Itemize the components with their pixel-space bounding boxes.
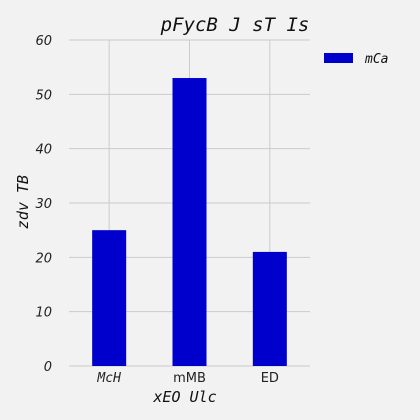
y-tick-label: 60 [35,34,52,49]
legend-swatch [324,53,353,63]
y-tick-label: 50 [35,88,52,103]
bar-layer [92,78,287,367]
y-tick-label: 30 [35,197,52,212]
tick-layer: 0 10 20 30 40 50 60 McH mMB ED [35,34,278,386]
bar [172,78,207,367]
x-tick-label: ED [261,371,279,386]
y-tick-label: 20 [35,251,52,266]
x-axis-label: xEO Ulc [152,388,216,406]
y-tick-label: 40 [35,143,52,158]
x-tick-label: mMB [173,371,206,386]
bar [252,251,287,366]
legend-label: mCa [364,52,388,67]
x-tick-label: McH [96,371,121,386]
bar [92,230,127,366]
y-tick-label: 0 [44,360,52,375]
legend: mCa [324,52,388,67]
y-tick-label: 10 [35,306,52,321]
y-axis-label: zdv TB [14,175,32,229]
chart-title: pFycB J sT Is [160,14,310,36]
